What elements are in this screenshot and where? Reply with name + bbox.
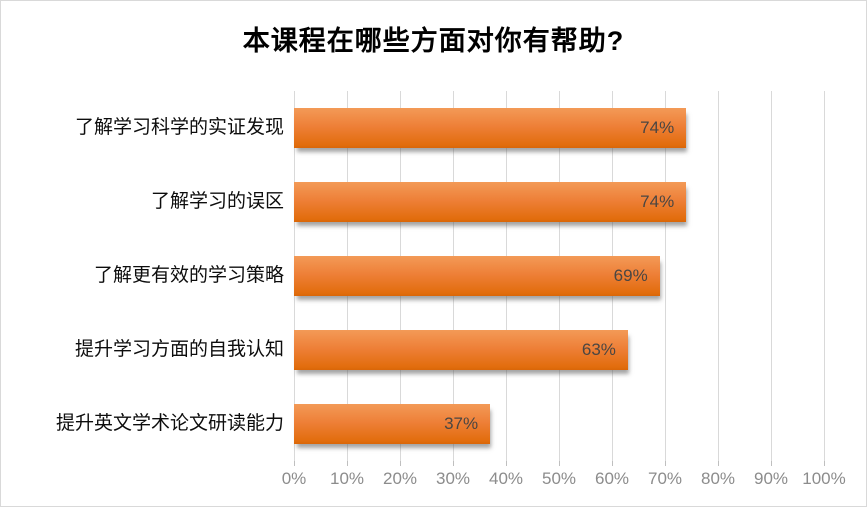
- bar-data-label: 74%: [640, 192, 675, 211]
- gridline: [665, 91, 666, 461]
- bar: 63%: [294, 330, 628, 370]
- category-axis-label: 提升学习方面的自我认知: [74, 339, 284, 360]
- axis-tick: [506, 461, 507, 466]
- bar-data-label: 74%: [640, 118, 675, 137]
- axis-tick: [718, 461, 719, 466]
- bar: 74%: [294, 182, 687, 222]
- axis-tick: [824, 461, 825, 466]
- x-axis-tick-label: 40%: [488, 469, 524, 488]
- axis-tick: [400, 461, 401, 466]
- plot-area: 74% 74% 69% 63% 37%: [294, 91, 825, 466]
- category-axis-label: 提升英文学术论文研读能力: [55, 413, 284, 434]
- bar: 69%: [294, 256, 660, 296]
- category-axis-label: 了解学习的误区: [150, 191, 284, 212]
- x-axis-tick-label: 100%: [802, 469, 846, 488]
- axis-tick: [453, 461, 454, 466]
- x-axis-tick-label: 60%: [594, 469, 630, 488]
- x-axis-tick-label: 20%: [382, 469, 418, 488]
- axis-tick: [294, 461, 295, 466]
- x-axis-tick-label: 10%: [329, 469, 365, 488]
- x-axis-tick-label: 80%: [700, 469, 736, 488]
- x-axis-tick-label: 90%: [753, 469, 789, 488]
- x-axis-tick-label: 30%: [435, 469, 471, 488]
- axis-tick: [559, 461, 560, 466]
- bar: 37%: [294, 404, 491, 444]
- gridline: [718, 91, 719, 461]
- category-axis-label: 了解学习科学的实证发现: [74, 117, 284, 138]
- bar: 74%: [294, 108, 687, 148]
- gridline: [824, 91, 825, 461]
- x-axis-tick-label: 50%: [541, 469, 577, 488]
- axis-tick: [771, 461, 772, 466]
- category-axis-label: 了解更有效的学习策略: [93, 265, 284, 286]
- axis-tick: [665, 461, 666, 466]
- bar-data-label: 69%: [613, 266, 648, 285]
- chart-title: 本课程在哪些方面对你有帮助?: [242, 26, 625, 56]
- gridline: [771, 91, 772, 461]
- bar-data-label: 63%: [581, 340, 616, 359]
- axis-tick: [347, 461, 348, 466]
- bar-data-label: 37%: [444, 414, 479, 433]
- x-axis-tick-label: 70%: [647, 469, 683, 488]
- axis-tick: [612, 461, 613, 466]
- x-axis-tick-label: 0%: [281, 469, 307, 488]
